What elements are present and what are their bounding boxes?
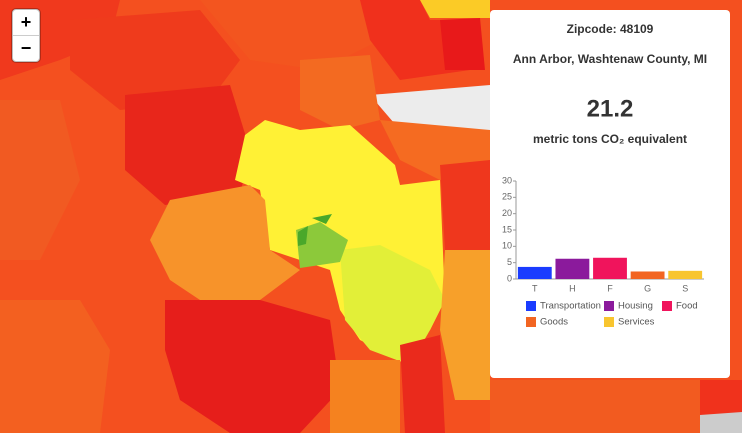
region	[150, 185, 300, 300]
bar	[668, 270, 703, 279]
region	[340, 245, 445, 365]
x-tick-label: G	[644, 283, 651, 293]
region	[700, 412, 742, 433]
region	[70, 10, 240, 110]
x-tick-label: H	[569, 283, 576, 293]
region	[312, 214, 332, 224]
y-tick-label: 0	[507, 273, 512, 283]
panel-background	[490, 10, 730, 378]
region	[440, 18, 485, 70]
zoom-in[interactable]: +	[21, 12, 32, 32]
y-tick-label: 25	[502, 192, 512, 202]
zoom-control: + −	[11, 8, 41, 63]
x-tick-label: F	[607, 283, 613, 293]
chart: 0 5 10 15 20 25 30 T H F G S Transportation Housing Fo…	[502, 175, 704, 328]
region	[420, 0, 490, 18]
region	[298, 226, 308, 246]
x-tick-label: T	[532, 283, 538, 293]
legend-swatch	[604, 317, 614, 327]
region	[400, 335, 445, 433]
y-tick-label: 30	[502, 175, 512, 185]
region	[490, 380, 700, 433]
legend-swatch	[604, 301, 614, 311]
unit: metric tons CO₂ equivalent	[533, 132, 687, 146]
bar	[517, 266, 552, 279]
region	[125, 85, 250, 205]
legend-label: Food	[676, 301, 698, 312]
place: Ann Arbor, Washtenaw County, MI	[513, 52, 707, 66]
region	[440, 250, 490, 400]
legend-label: Housing	[618, 301, 653, 312]
region	[0, 100, 80, 260]
y-tick-label: 5	[507, 257, 512, 267]
region	[296, 222, 348, 268]
y-tick-label: 15	[502, 224, 512, 234]
info-panel: Zipcode: 48109 Ann Arbor, Washtenaw Coun…	[490, 10, 730, 378]
zoom-out[interactable]: −	[21, 38, 32, 58]
region	[0, 300, 110, 433]
region	[440, 160, 490, 250]
legend-label: Services	[618, 317, 655, 328]
legend-label: Transportation	[540, 301, 601, 312]
region	[300, 55, 380, 130]
y-tick-label: 10	[502, 241, 512, 251]
bar	[593, 257, 627, 279]
bar	[555, 258, 590, 279]
legend-label: Goods	[540, 317, 568, 328]
x-tick-label: S	[682, 283, 688, 293]
zipcode: Zipcode: 48109	[567, 22, 654, 36]
region	[330, 360, 400, 433]
bar	[630, 271, 665, 279]
legend-swatch	[662, 301, 672, 311]
total: 21.2	[587, 95, 634, 122]
legend-swatch	[526, 301, 536, 311]
y-tick-label: 20	[502, 208, 512, 218]
region	[200, 0, 380, 70]
region	[370, 85, 490, 130]
region	[165, 300, 340, 433]
legend-swatch	[526, 317, 536, 327]
